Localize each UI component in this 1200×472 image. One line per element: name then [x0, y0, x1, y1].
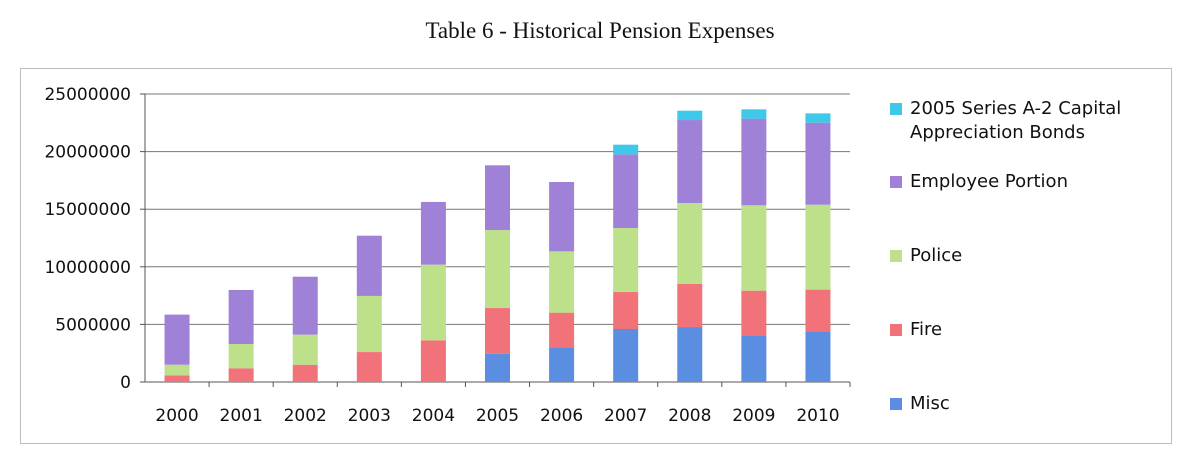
- bar-2005-series-a-2-capital-appreciation-bonds-2007: [613, 144, 639, 155]
- legend-swatch: [890, 103, 902, 115]
- bar-police-2004: [420, 264, 446, 341]
- bar-police-2005: [485, 230, 510, 309]
- bar-2005-series-a-2-capital-appreciation-bonds-2008: [677, 110, 703, 121]
- bar-employee-portion-2001: [228, 289, 254, 344]
- bar-misc-2005: [485, 353, 510, 382]
- legend-swatch: [890, 176, 902, 188]
- legend-item: Fire: [890, 318, 942, 342]
- bar-police-2008: [677, 202, 703, 284]
- bar-employee-portion-2002: [292, 276, 318, 335]
- x-tick-label: 2002: [284, 406, 327, 426]
- bar-misc-2006: [549, 347, 575, 382]
- bar-2005-series-a-2-capital-appreciation-bonds-2010: [805, 113, 831, 123]
- bar-fire-2000: [164, 375, 190, 382]
- bar-fire-2003: [356, 352, 382, 382]
- x-tick-label: 2003: [348, 406, 391, 426]
- bar-misc-2010: [805, 332, 831, 382]
- y-tick-label: 10000000: [44, 258, 131, 278]
- bar-fire-2005: [485, 308, 510, 354]
- bar-employee-portion-2006: [549, 182, 575, 252]
- x-tick-label: 2000: [155, 406, 198, 426]
- bar-employee-portion-2005: [485, 165, 510, 231]
- bar-employee-portion-2004: [420, 201, 446, 265]
- bar-police-2003: [356, 295, 382, 353]
- bar-fire-2009: [741, 290, 767, 336]
- legend-swatch: [890, 250, 902, 262]
- bar-fire-2007: [613, 292, 639, 330]
- bar-fire-2002: [292, 364, 318, 382]
- x-tick-label: 2006: [540, 406, 583, 426]
- bar-fire-2004: [420, 340, 446, 382]
- x-tick-label: 2001: [220, 406, 263, 426]
- chart-title: Table 6 - Historical Pension Expenses: [425, 18, 775, 43]
- legend-item: Police: [890, 244, 962, 268]
- bar-employee-portion-2009: [741, 118, 767, 206]
- bar-police-2009: [741, 205, 767, 291]
- legend-label: Police: [910, 245, 963, 266]
- y-tick-label: 25000000: [44, 85, 131, 105]
- bar-fire-2008: [677, 283, 703, 328]
- bar-fire-2010: [805, 289, 831, 333]
- legend-label: Fire: [910, 319, 943, 340]
- bar-police-2010: [805, 204, 831, 290]
- x-tick-label: 2008: [668, 406, 711, 426]
- legend-label: Employee Portion: [910, 171, 1068, 192]
- bar-police-2001: [228, 343, 254, 369]
- legend-swatch: [890, 324, 902, 336]
- bar-employee-portion-2008: [677, 120, 703, 203]
- x-tick-label: 2005: [476, 406, 519, 426]
- legend-item: Misc: [890, 392, 950, 416]
- y-tick-label: 0: [120, 373, 131, 393]
- x-tick-label: 2004: [412, 406, 455, 426]
- legend-item: Employee Portion: [890, 170, 1068, 194]
- legend-label: Misc: [910, 393, 950, 414]
- bar-misc-2009: [741, 335, 767, 382]
- chart-frame: [20, 68, 1172, 444]
- bar-police-2006: [549, 251, 575, 313]
- y-tick-label: 15000000: [44, 200, 131, 220]
- x-tick-label: 2009: [732, 406, 775, 426]
- legend-label: 2005 Series A-2 Capital Appreciation Bon…: [910, 98, 1122, 143]
- legend-swatch: [890, 398, 902, 410]
- bar-misc-2008: [677, 327, 703, 382]
- x-tick-label: 2007: [604, 406, 647, 426]
- bar-2005-series-a-2-capital-appreciation-bonds-2009: [741, 109, 767, 119]
- bar-fire-2006: [549, 312, 575, 348]
- bar-police-2002: [292, 334, 318, 365]
- legend-item: 2005 Series A-2 Capital Appreciation Bon…: [890, 97, 1150, 145]
- bar-employee-portion-2007: [613, 154, 639, 228]
- bar-police-2000: [164, 364, 190, 376]
- bar-misc-2007: [613, 329, 639, 382]
- x-tick-label: 2010: [796, 406, 839, 426]
- bar-fire-2001: [228, 368, 254, 382]
- bar-employee-portion-2000: [164, 314, 190, 365]
- bar-police-2007: [613, 227, 639, 293]
- y-tick-label: 20000000: [44, 143, 131, 163]
- bar-employee-portion-2003: [356, 235, 382, 296]
- bar-employee-portion-2010: [805, 122, 831, 205]
- y-tick-label: 5000000: [55, 315, 131, 335]
